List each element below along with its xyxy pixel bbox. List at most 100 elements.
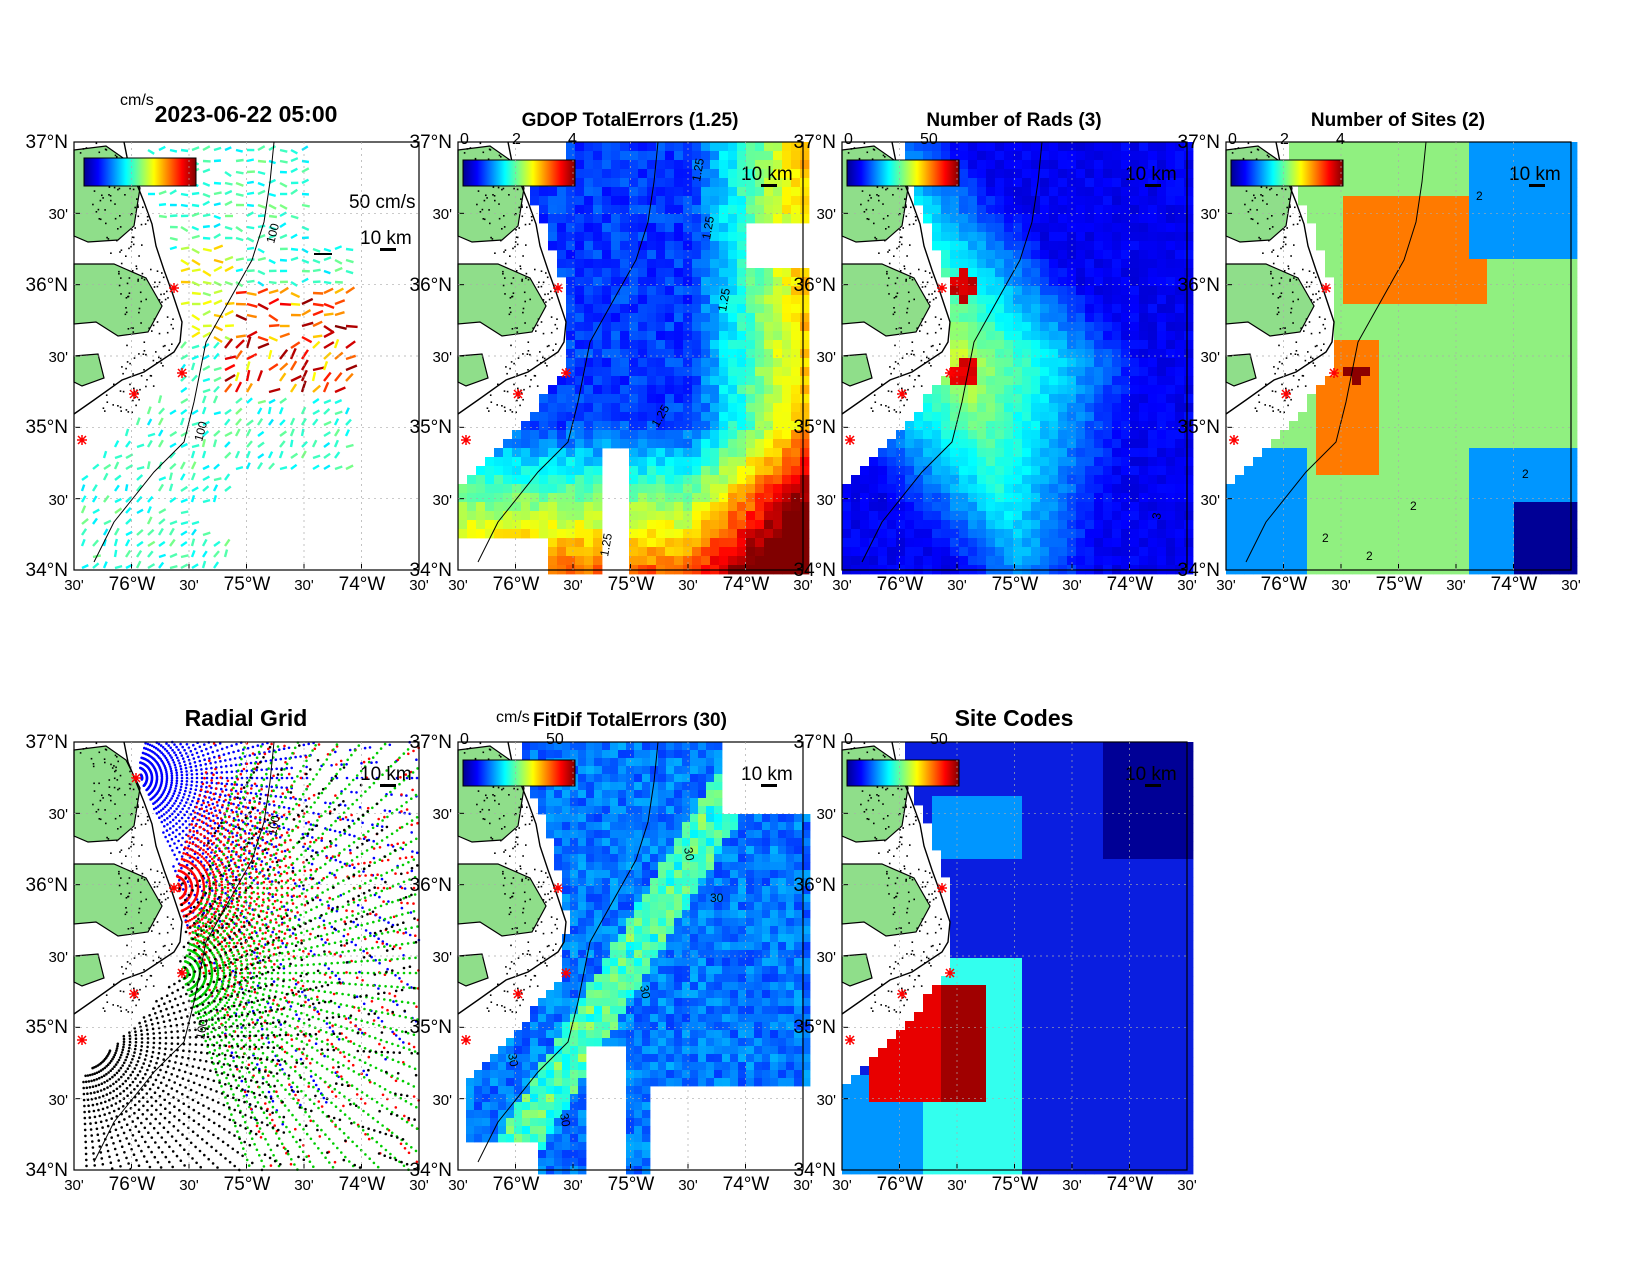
island-dot [132, 373, 134, 375]
rads-cell [1004, 250, 1013, 259]
rads-cell [968, 511, 977, 520]
island-dot [112, 404, 114, 406]
gdop-cell [521, 439, 530, 448]
gdop-cell [656, 475, 665, 484]
rads-cell [1121, 322, 1130, 331]
rads-cell [1112, 232, 1121, 241]
sites-cell [1352, 232, 1361, 241]
sites-cell [1550, 151, 1559, 160]
island-dot [138, 312, 140, 314]
sites-cell [1514, 313, 1523, 322]
gdop-cell [611, 214, 620, 223]
rads-cell [896, 475, 905, 484]
island-dot [146, 379, 148, 381]
gdop-cell [782, 313, 791, 322]
rads-cell [1175, 331, 1184, 340]
gdop-cell [620, 421, 629, 430]
rads-cell [1004, 178, 1013, 187]
rads-cell [1112, 376, 1121, 385]
sites-cell [1352, 295, 1361, 304]
rads-cell [887, 529, 896, 538]
gdop-cell [638, 367, 647, 376]
gdop-cell [719, 376, 728, 385]
gdop-cell [710, 520, 719, 529]
rads-cell [1094, 250, 1103, 259]
gdop-cell [692, 313, 701, 322]
sites-cell [1388, 232, 1397, 241]
gdop-cell [782, 412, 791, 421]
island-dot [101, 195, 103, 197]
rads-cell [1022, 160, 1031, 169]
sites-cell [1505, 241, 1514, 250]
gdop-cell [710, 376, 719, 385]
island-dot [139, 389, 141, 391]
rads-cell [1112, 367, 1121, 376]
rads-cell [1103, 322, 1112, 331]
rads-cell [1148, 349, 1157, 358]
gdop-cell [467, 475, 476, 484]
gdop-cell [692, 403, 701, 412]
sites-cell [1478, 259, 1487, 268]
rads-cell [1148, 187, 1157, 196]
gdop-cell [755, 349, 764, 358]
island-dot [515, 241, 517, 243]
rads-cell [1022, 475, 1031, 484]
island-dot [494, 252, 496, 254]
gdop-cell [665, 484, 674, 493]
island-dot [485, 195, 487, 197]
rads-cell [1040, 196, 1049, 205]
gdop-cell [557, 241, 566, 250]
gdop-cell [692, 520, 701, 529]
gdop-cell [800, 466, 809, 475]
gdop-cell [467, 520, 476, 529]
island-dot [527, 353, 529, 355]
current-vector [236, 259, 244, 261]
sites-cell [1388, 286, 1397, 295]
gdop-cell [647, 259, 656, 268]
rads-cell [968, 556, 977, 565]
sites-cell [1424, 259, 1433, 268]
rads-cell [959, 196, 968, 205]
gdop-cell [521, 493, 530, 502]
rads-cell [1094, 367, 1103, 376]
island-dot [895, 283, 897, 285]
island-dot [515, 229, 517, 231]
rads-cell [1058, 556, 1067, 565]
rads-cell [1184, 187, 1193, 196]
rads-cell [1103, 538, 1112, 547]
gdop-cell [746, 457, 755, 466]
sites-cell [1334, 259, 1343, 268]
sites-cell [1343, 304, 1352, 313]
rads-cell [1184, 376, 1193, 385]
gdop-cell [593, 493, 602, 502]
rads-cell [986, 448, 995, 457]
sites-cell [1523, 349, 1532, 358]
island-dot [133, 244, 135, 246]
rads-cell [905, 421, 914, 430]
rads-cell [959, 349, 968, 358]
rads-cell [1031, 322, 1040, 331]
gdop-cell [575, 430, 584, 439]
gdop-cell [746, 502, 755, 511]
gdop-cell [782, 196, 791, 205]
sites-cell [1568, 169, 1577, 178]
gdop-cell [638, 547, 647, 556]
sites-cell [1478, 178, 1487, 187]
island-dot [514, 246, 516, 248]
rads-cell [950, 520, 959, 529]
rads-cell [1049, 520, 1058, 529]
rads-cell [968, 484, 977, 493]
island-dot [494, 195, 496, 197]
island-dot [125, 255, 127, 257]
current-vector [258, 216, 265, 217]
lon-tick-label: 30' [448, 577, 468, 594]
sites-cell [1343, 223, 1352, 232]
rads-cell [959, 520, 968, 529]
gdop-cell [593, 358, 602, 367]
sites-cell [1370, 151, 1379, 160]
rads-cell [1139, 187, 1148, 196]
rads-cell [1112, 448, 1121, 457]
rads-cell [1094, 556, 1103, 565]
gdop-cell [656, 223, 665, 232]
gdop-cell [773, 340, 782, 349]
